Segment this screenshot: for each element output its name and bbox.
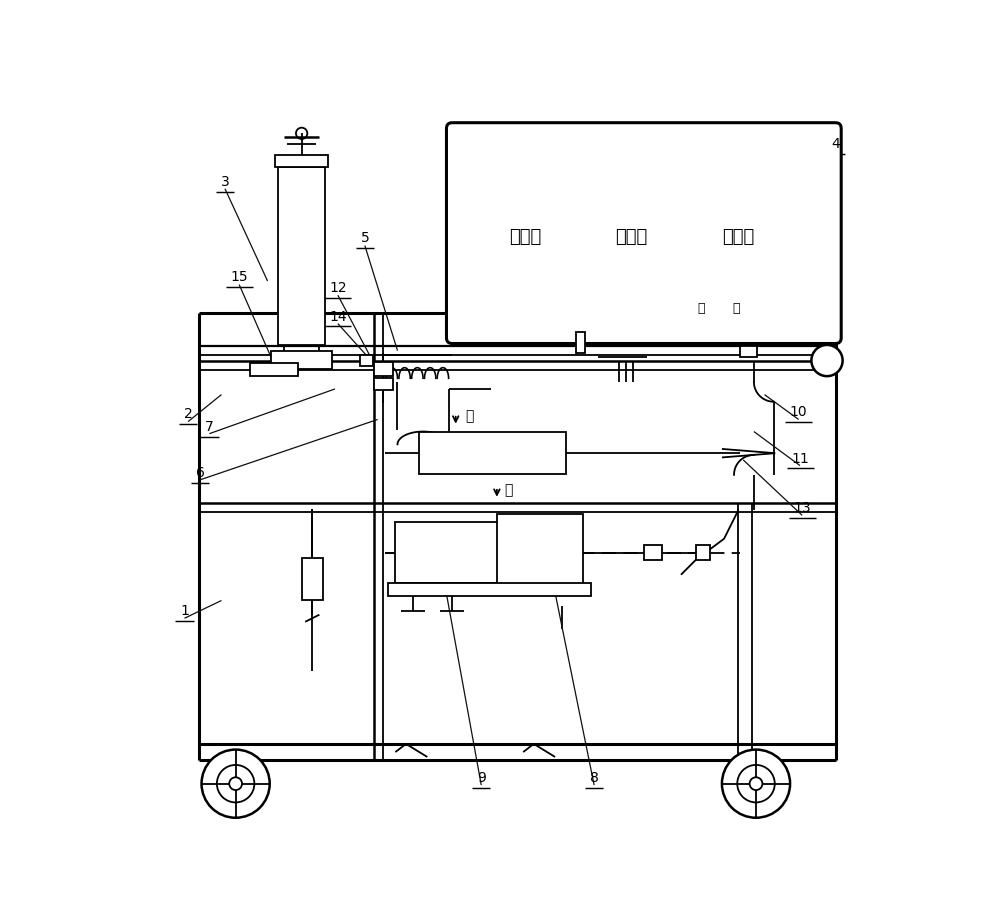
Text: 14: 14 [329, 310, 347, 324]
Text: 15: 15 [230, 270, 248, 285]
Bar [697, 185, 779, 288]
Text: 1: 1 [180, 604, 189, 618]
Text: 11: 11 [791, 452, 809, 466]
Bar [250, 363, 298, 376]
Text: 13: 13 [793, 502, 811, 515]
Text: 5: 5 [360, 231, 369, 245]
Bar [278, 168, 325, 345]
Text: 温度表: 温度表 [509, 228, 541, 245]
Bar [302, 558, 323, 600]
Bar [388, 583, 591, 596]
Circle shape [722, 750, 790, 818]
Text: 6: 6 [196, 466, 205, 479]
Circle shape [229, 777, 242, 790]
Bar [696, 546, 710, 560]
Text: 7: 7 [205, 420, 214, 433]
Text: 3: 3 [221, 174, 229, 189]
Circle shape [737, 765, 775, 802]
Text: 8: 8 [590, 771, 599, 785]
Text: 流量表: 流量表 [722, 228, 754, 245]
Text: 4: 4 [831, 137, 840, 151]
Bar [374, 378, 393, 390]
Bar [419, 432, 566, 474]
Text: 水: 水 [466, 409, 474, 423]
Circle shape [750, 777, 762, 790]
Text: 开: 开 [697, 301, 704, 314]
Bar [484, 185, 566, 288]
Bar [271, 351, 332, 369]
FancyBboxPatch shape [446, 123, 841, 344]
Bar [644, 546, 662, 560]
Bar [576, 332, 585, 353]
Bar [360, 355, 373, 366]
Bar [465, 144, 823, 322]
Bar [497, 514, 583, 594]
Text: 12: 12 [329, 281, 347, 295]
Circle shape [811, 345, 843, 376]
Text: 2: 2 [184, 408, 192, 421]
Bar [374, 362, 393, 376]
Text: 水: 水 [504, 483, 512, 498]
Circle shape [202, 750, 270, 818]
Bar [395, 523, 498, 583]
Bar [591, 185, 672, 288]
Text: 关: 关 [732, 301, 740, 314]
Circle shape [217, 765, 254, 802]
Text: 9: 9 [477, 771, 486, 785]
Bar [275, 155, 328, 168]
Text: 10: 10 [790, 406, 807, 420]
Text: 压力表: 压力表 [615, 228, 648, 245]
Bar [740, 347, 757, 357]
